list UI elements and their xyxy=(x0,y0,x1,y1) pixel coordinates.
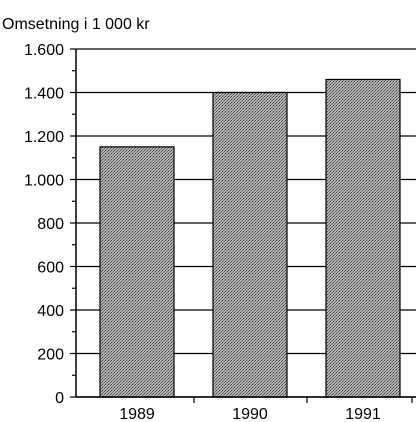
y-tick-label: 200 xyxy=(37,347,64,364)
y-tick-label: 0 xyxy=(55,390,64,407)
y-tick-label: 400 xyxy=(37,303,64,320)
axes xyxy=(70,48,416,403)
y-tick-label: 1.200 xyxy=(24,129,64,146)
y-axis-label: Omsetning i 1 000 kr xyxy=(2,16,150,33)
x-tick-labels: 1989 1990 1991 xyxy=(119,406,381,422)
x-tick-label: 1991 xyxy=(345,406,381,422)
y-tick-label: 1.600 xyxy=(24,42,64,59)
bar-1989 xyxy=(99,146,175,398)
y-tick-label: 1.000 xyxy=(24,173,64,190)
y-tick-label: 800 xyxy=(37,216,64,233)
x-tick-label: 1989 xyxy=(119,406,155,422)
y-tick-label: 1.400 xyxy=(24,86,64,103)
y-tick-label: 600 xyxy=(37,260,64,277)
bar-1990 xyxy=(212,91,288,398)
bar-1991 xyxy=(325,78,401,398)
bars xyxy=(99,78,401,398)
y-tick-labels: 0 200 400 600 800 1.000 1.200 1.400 1.600 xyxy=(24,42,64,407)
x-tick-label: 1990 xyxy=(232,406,268,422)
